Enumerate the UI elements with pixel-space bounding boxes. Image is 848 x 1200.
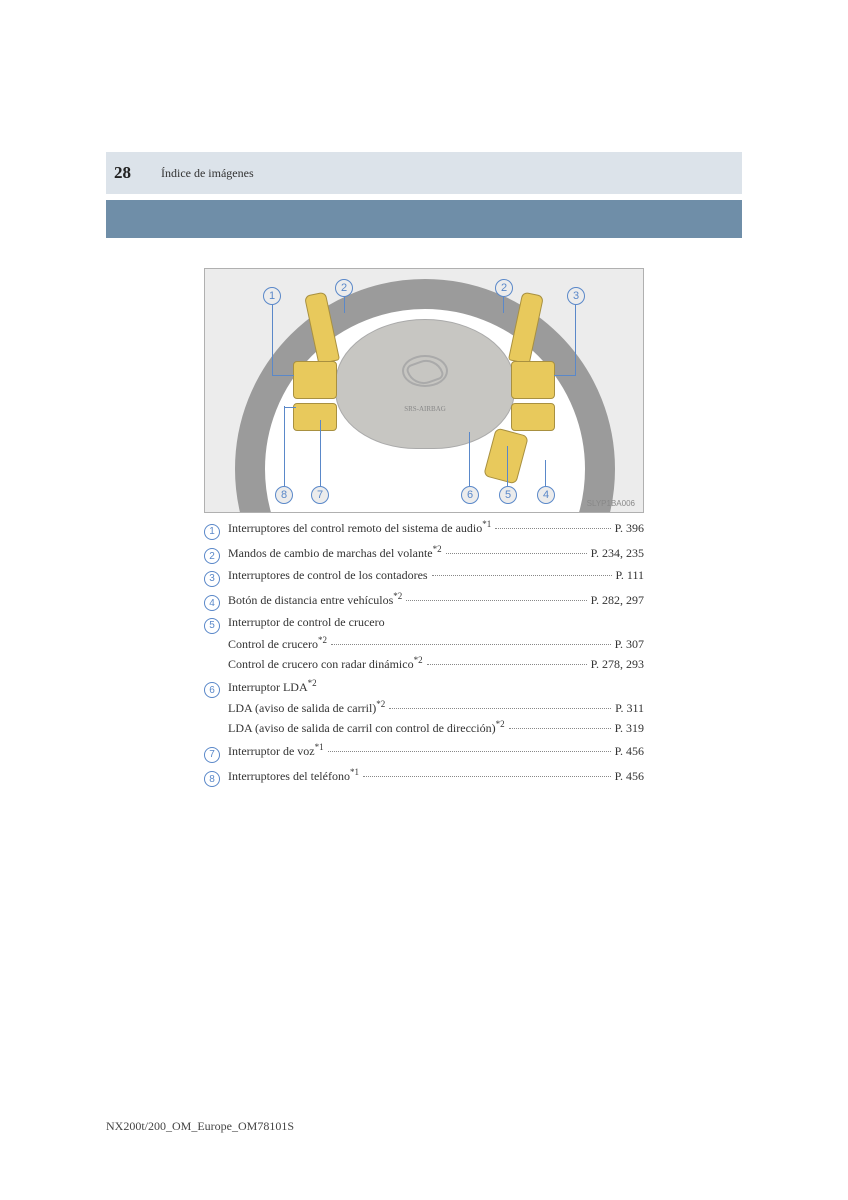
dots xyxy=(509,728,611,729)
callout-1: 1 xyxy=(263,287,281,305)
dots xyxy=(331,644,611,645)
page-ref: P. 234, 235 xyxy=(591,546,644,561)
buttons-left-upper xyxy=(293,361,337,399)
dots xyxy=(427,664,587,665)
leader-1 xyxy=(272,305,273,375)
page-ref: P. 311 xyxy=(615,701,644,716)
item-line: Interruptores del teléfono*1 P. 456 xyxy=(228,767,644,784)
leader-5 xyxy=(507,446,508,486)
item-marker: 8 xyxy=(204,771,220,787)
sub-item: Control de crucero con radar dinámico*2 … xyxy=(228,655,644,672)
list-item: 8 Interruptores del teléfono*1 P. 456 xyxy=(204,767,644,786)
item-marker: 4 xyxy=(204,595,220,611)
leader-2l xyxy=(344,297,345,313)
dots xyxy=(432,575,612,576)
list-item: 7 Interruptor de voz*1 P. 456 xyxy=(204,742,644,761)
dots xyxy=(446,553,587,554)
lexus-logo-icon xyxy=(402,355,448,387)
callout-5: 5 xyxy=(499,486,517,504)
dots xyxy=(363,776,611,777)
callout-2-right: 2 xyxy=(495,279,513,297)
leader-8h xyxy=(284,407,296,408)
wheel-hub: SRS-AIRBAG xyxy=(335,319,515,449)
sub-item: Control de crucero*2 P. 307 xyxy=(228,635,644,652)
item-label: Interruptores de control de los contador… xyxy=(228,568,428,583)
callout-7: 7 xyxy=(311,486,329,504)
sub-label: LDA (aviso de salida de carril con contr… xyxy=(228,719,505,736)
page-ref: P. 396 xyxy=(615,521,644,536)
index-list: 1 Interruptores del control remoto del s… xyxy=(204,519,644,785)
dots xyxy=(389,708,611,709)
leader-3h xyxy=(554,375,576,376)
item-label: Interruptor de control de crucero xyxy=(228,615,385,630)
list-group: 5 Interruptor de control de crucero Cont… xyxy=(204,615,644,672)
header-band: 28 Índice de imágenes xyxy=(106,152,742,194)
leader-2r xyxy=(503,297,504,313)
sub-label: Control de crucero con radar dinámico*2 xyxy=(228,655,423,672)
item-label: Interruptor LDA*2 xyxy=(228,678,317,695)
steering-wheel-figure: SRS-AIRBAG 1 2 2 3 4 5 6 7 8 SLYP1BA006 xyxy=(204,268,644,513)
figure-ref: SLYP1BA006 xyxy=(587,499,635,508)
leader-1h xyxy=(272,375,294,376)
item-marker: 2 xyxy=(204,548,220,564)
sub-item: LDA (aviso de salida de carril)*2 P. 311 xyxy=(228,699,644,716)
leader-6 xyxy=(469,432,470,486)
item-line: Interruptores de control de los contador… xyxy=(228,568,644,583)
group-head: 6 Interruptor LDA*2 xyxy=(204,678,644,697)
leader-7 xyxy=(320,420,321,486)
page-number: 28 xyxy=(114,163,131,183)
buttons-left-lower xyxy=(293,403,337,431)
list-item: 2 Mandos de cambio de marchas del volant… xyxy=(204,544,644,563)
buttons-right-upper xyxy=(511,361,555,399)
page-ref: P. 319 xyxy=(615,721,644,736)
page-ref: P. 111 xyxy=(616,568,644,583)
item-label: Botón de distancia entre vehículos*2 xyxy=(228,591,402,608)
sub-item: LDA (aviso de salida de carril con contr… xyxy=(228,719,644,736)
buttons-right-lower xyxy=(511,403,555,431)
item-marker: 1 xyxy=(204,524,220,540)
page-ref: P. 282, 297 xyxy=(591,593,644,608)
item-line: Interruptores del control remoto del sis… xyxy=(228,519,644,536)
footer-docref: NX200t/200_OM_Europe_OM78101S xyxy=(106,1119,294,1134)
callout-6: 6 xyxy=(461,486,479,504)
item-marker: 5 xyxy=(204,618,220,634)
item-label: Interruptores del teléfono*1 xyxy=(228,767,359,784)
leader-4 xyxy=(545,460,546,486)
section-title: Índice de imágenes xyxy=(161,166,254,181)
sub-label: Control de crucero*2 xyxy=(228,635,327,652)
list-item: 4 Botón de distancia entre vehículos*2 P… xyxy=(204,591,644,610)
group-head: 5 Interruptor de control de crucero xyxy=(204,615,644,632)
item-label: Interruptor de voz*1 xyxy=(228,742,324,759)
page-ref: P. 456 xyxy=(615,769,644,784)
list-item: 1 Interruptores del control remoto del s… xyxy=(204,519,644,538)
sub-label: LDA (aviso de salida de carril)*2 xyxy=(228,699,385,716)
dots xyxy=(495,528,610,529)
callout-2-left: 2 xyxy=(335,279,353,297)
list-item: 3 Interruptores de control de los contad… xyxy=(204,568,644,585)
callout-8: 8 xyxy=(275,486,293,504)
sub-band xyxy=(106,200,742,238)
dots xyxy=(328,751,611,752)
item-marker: 3 xyxy=(204,571,220,587)
page-ref: P. 307 xyxy=(615,637,644,652)
page: 28 Índice de imágenes SRS-AIRBAG 1 2 2 3… xyxy=(0,0,848,785)
airbag-label: SRS-AIRBAG xyxy=(404,405,446,413)
callout-4: 4 xyxy=(537,486,555,504)
item-label: Interruptores del control remoto del sis… xyxy=(228,519,491,536)
leader-8 xyxy=(284,406,285,486)
leader-3 xyxy=(575,305,576,375)
page-ref: P. 278, 293 xyxy=(591,657,644,672)
dots xyxy=(406,600,586,601)
page-ref: P. 456 xyxy=(615,744,644,759)
item-line: Mandos de cambio de marchas del volante*… xyxy=(228,544,644,561)
list-group: 6 Interruptor LDA*2 LDA (aviso de salida… xyxy=(204,678,644,737)
item-marker: 6 xyxy=(204,682,220,698)
item-label: Mandos de cambio de marchas del volante*… xyxy=(228,544,442,561)
item-line: Interruptor de voz*1 P. 456 xyxy=(228,742,644,759)
item-line: Botón de distancia entre vehículos*2 P. … xyxy=(228,591,644,608)
item-marker: 7 xyxy=(204,747,220,763)
callout-3: 3 xyxy=(567,287,585,305)
